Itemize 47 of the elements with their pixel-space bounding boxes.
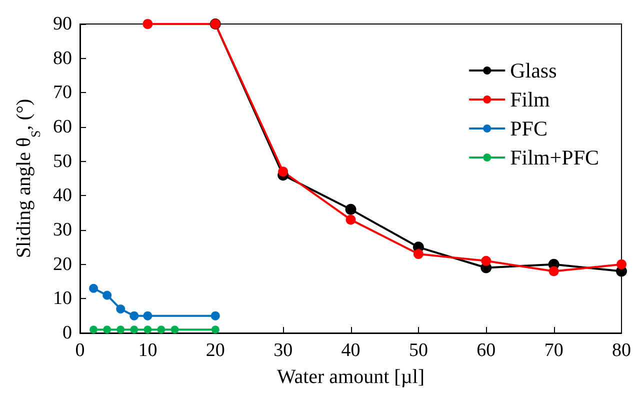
point xyxy=(481,256,492,266)
point xyxy=(142,19,153,29)
y-tick-label: 40 xyxy=(53,185,72,206)
point xyxy=(130,326,138,334)
point xyxy=(548,266,559,276)
point xyxy=(103,326,112,334)
point xyxy=(346,214,356,225)
y-axis-title: Sliding angle θS, (°) xyxy=(13,98,44,258)
y-tick-label: 90 xyxy=(53,14,72,34)
y-tick-label: 10 xyxy=(53,288,72,310)
x-tick-label: 40 xyxy=(341,340,360,361)
x-tick-label: 50 xyxy=(408,340,428,361)
legend-label: Film+PFC xyxy=(510,146,600,170)
y-tick-label: 0 xyxy=(62,322,72,344)
x-tick-label: 80 xyxy=(612,340,631,361)
x-tick-label: 20 xyxy=(206,340,225,361)
point xyxy=(116,304,126,314)
point xyxy=(89,284,98,293)
y-tick-label: 80 xyxy=(53,48,72,69)
legend-label: PFC xyxy=(510,116,548,140)
point xyxy=(616,259,626,270)
point xyxy=(144,326,152,334)
point xyxy=(278,166,288,177)
point xyxy=(210,311,220,320)
x-tick-label: 0 xyxy=(75,340,85,361)
point xyxy=(102,290,112,300)
point xyxy=(211,326,220,334)
point xyxy=(413,249,424,260)
legend-label: Glass xyxy=(510,58,557,82)
x-tick-label: 60 xyxy=(476,340,496,361)
x-tick-label: 30 xyxy=(274,340,293,361)
x-tick-label: 10 xyxy=(138,340,158,361)
y-tick-label: 70 xyxy=(53,82,72,104)
point xyxy=(170,326,179,334)
y-tick-label: 60 xyxy=(53,116,72,138)
point xyxy=(116,326,125,334)
x-tick-label: 70 xyxy=(544,340,564,361)
y-tick-label: 30 xyxy=(53,220,72,240)
y-tick-label: 20 xyxy=(53,254,72,275)
x-axis-title: Water amount [µl] xyxy=(276,366,425,388)
point xyxy=(157,326,166,334)
y-tick-label: 50 xyxy=(53,150,72,172)
point xyxy=(130,311,139,320)
legend-label: Film xyxy=(510,88,550,112)
point xyxy=(90,326,98,334)
point xyxy=(143,311,152,320)
point xyxy=(345,204,356,215)
